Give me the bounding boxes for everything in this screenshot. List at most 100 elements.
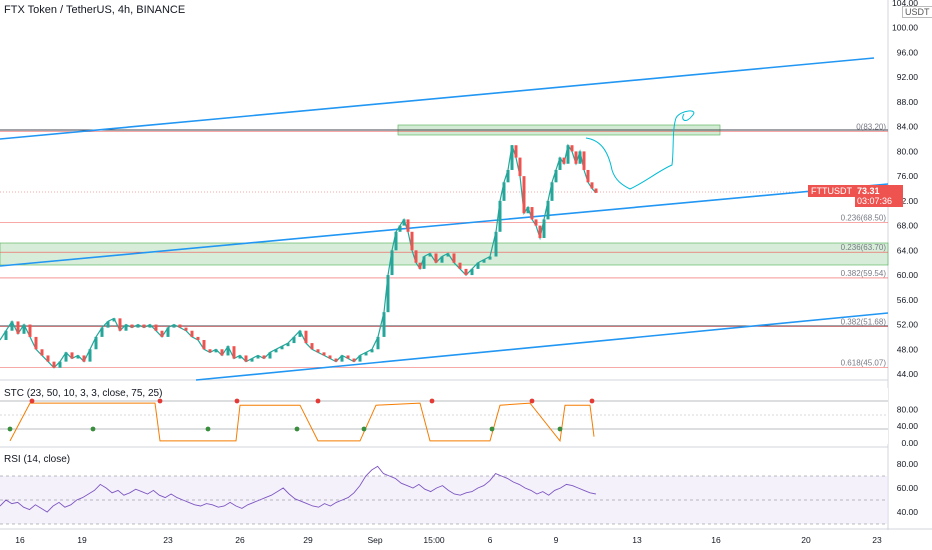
price-series	[0, 143, 597, 369]
price-candle	[594, 188, 598, 193]
currency-tag[interactable]: USDT	[902, 6, 932, 18]
price-tick-label: 100.00	[892, 23, 918, 33]
stc-line	[9, 402, 595, 443]
fibonacci-label: 0.382(59.54)	[841, 269, 887, 278]
price-candle	[106, 321, 110, 328]
price-tick-label: 52.00	[897, 320, 919, 330]
price-candle	[328, 355, 332, 359]
price-candle	[398, 225, 402, 232]
stc-signal-dot	[529, 398, 535, 404]
price-candle	[358, 355, 362, 362]
time-tick-label: 23	[163, 535, 173, 545]
price-candle	[4, 330, 8, 340]
price-candle	[376, 336, 380, 350]
stc-signal-dot	[90, 426, 96, 432]
price-tick-label: 68.00	[897, 221, 919, 231]
price-tick-label: 84.00	[897, 122, 919, 132]
price-candle	[304, 330, 308, 344]
price-candle	[142, 324, 146, 328]
price-candle	[586, 169, 590, 183]
stc-title[interactable]: STC (23, 50, 10, 3, 3, close, 75, 25)	[4, 388, 163, 399]
time-tick-label: 6	[488, 535, 493, 545]
fibonacci-label: 0.618(45.07)	[841, 358, 887, 367]
stc-signal-dot	[589, 398, 595, 404]
stc-signal-dot	[489, 426, 495, 432]
price-candle	[428, 253, 432, 257]
rsi-tick-label: 80.00	[897, 459, 919, 469]
price-candle	[58, 361, 62, 368]
price-tick-label: 56.00	[897, 295, 919, 305]
channel-lower-line[interactable]	[195, 312, 889, 381]
price-candle	[184, 327, 188, 331]
price-candle	[88, 349, 92, 362]
price-candle	[352, 358, 356, 362]
price-candle	[414, 250, 418, 263]
price-candle	[402, 219, 406, 226]
price-candle	[554, 169, 558, 183]
price-candle	[566, 145, 570, 164]
price-candle	[346, 355, 350, 359]
rsi-title[interactable]: RSI (14, close)	[4, 454, 71, 465]
price-candle	[166, 327, 170, 337]
price-candle	[458, 262, 462, 269]
price-tick-label: 76.00	[897, 171, 919, 181]
rsi-tick-label: 60.00	[897, 483, 919, 493]
time-axis-ticks: 16 19 23 26 29 Sep 15:00 6 9 13 16 20 23	[15, 535, 882, 545]
price-candle	[518, 157, 522, 177]
price-candle	[530, 207, 534, 220]
price-candle	[574, 151, 578, 164]
price-candle	[178, 324, 182, 328]
price-candle	[514, 145, 518, 158]
price-candle	[148, 324, 152, 328]
stc-signal-dot	[234, 398, 240, 404]
price-candle	[250, 358, 254, 362]
price-candle	[482, 259, 486, 263]
stc-signal-dot	[29, 398, 35, 404]
support-zone[interactable]	[0, 242, 889, 266]
price-tick-label: 92.00	[897, 72, 919, 82]
channel-middle-line[interactable]	[0, 183, 889, 267]
price-candle	[226, 346, 230, 356]
price-candle	[154, 324, 158, 331]
price-candle	[16, 321, 20, 334]
price-tick-label: 96.00	[897, 47, 919, 57]
price-candle	[382, 312, 386, 337]
chart-title: FTX Token / TetherUS, 4h, BINANCE	[4, 4, 186, 16]
price-candle	[280, 346, 284, 350]
time-tick-label: 15:00	[423, 535, 445, 545]
price-candle	[112, 318, 116, 322]
time-tick-label: 13	[632, 535, 642, 545]
time-tick-label: 9	[554, 535, 559, 545]
price-candle	[406, 219, 410, 232]
channel-upper-line[interactable]	[0, 57, 875, 140]
price-candle	[322, 352, 326, 356]
stc-signal-dot	[7, 426, 13, 432]
price-candle	[22, 324, 26, 334]
price-candle	[582, 151, 586, 170]
stc-signal-dot	[205, 426, 211, 432]
price-candle	[232, 346, 236, 359]
price-candle	[94, 336, 98, 350]
stc-signal-dot	[361, 426, 367, 432]
price-candle	[202, 339, 206, 350]
last-price-badge: FTTUSDT 73.31 03:07:36	[808, 185, 903, 207]
price-tick-label: 44.00	[897, 369, 919, 379]
time-tick-label: 16	[711, 535, 721, 545]
price-candle	[28, 324, 32, 337]
price-tick-label: 88.00	[897, 97, 919, 107]
stc-signal-dot	[315, 398, 321, 404]
price-candle	[538, 225, 542, 238]
rsi-tick-label: 40.00	[897, 507, 919, 517]
price-candle	[506, 169, 510, 183]
price-candle	[76, 355, 80, 359]
fibonacci-label: 0(83.20)	[856, 123, 886, 132]
price-candle	[494, 231, 498, 257]
price-candle	[464, 268, 468, 276]
price-candle	[452, 253, 456, 263]
time-tick-label: 29	[303, 535, 313, 545]
price-candle	[570, 145, 574, 152]
price-candle	[124, 324, 128, 331]
price-candle	[238, 355, 242, 359]
hand-drawn-path[interactable]	[585, 110, 695, 190]
